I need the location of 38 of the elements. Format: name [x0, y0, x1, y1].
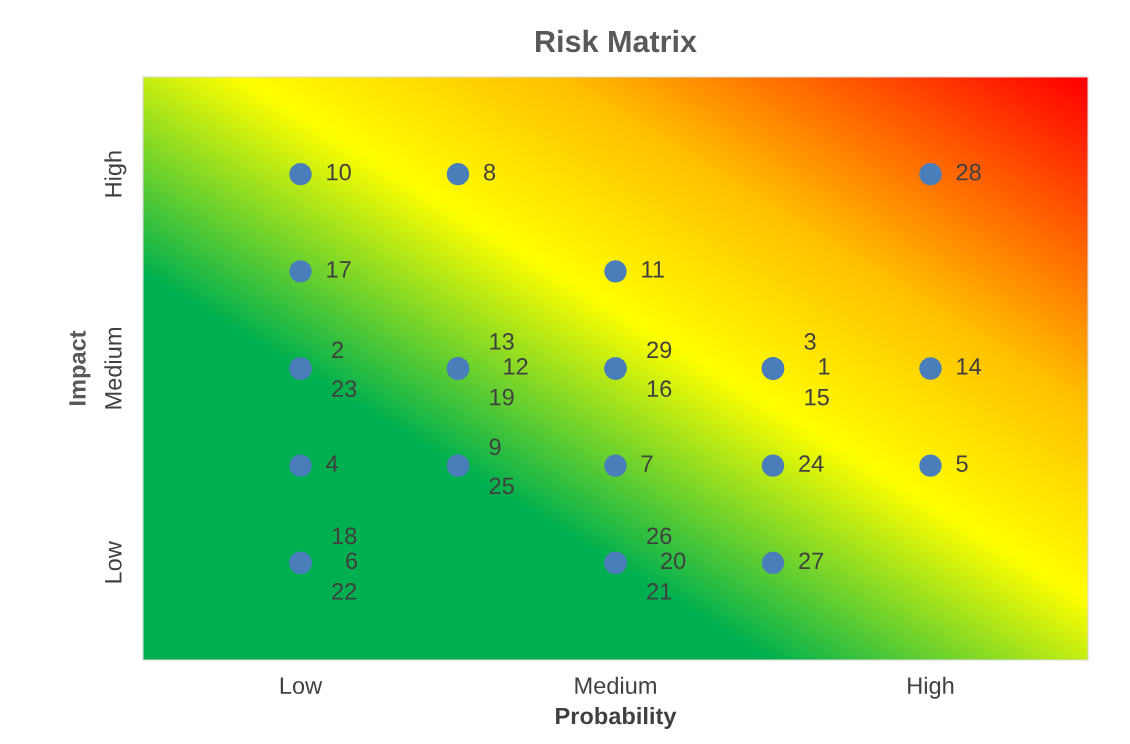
chart-title: Risk Matrix: [536, 29, 697, 53]
x-tick-label: High: [908, 676, 954, 699]
annotation: 28: [956, 163, 981, 181]
annotation: 14: [957, 358, 982, 375]
annotation: 12: [504, 358, 528, 375]
annotation: 1: [819, 358, 830, 375]
annotation: 24: [799, 455, 824, 472]
annotation: 15: [805, 388, 829, 406]
x-tick-label: Medium: [575, 676, 656, 695]
annotation: 5: [956, 455, 968, 472]
annotation: 27: [799, 552, 824, 569]
category-label: Low: [105, 541, 122, 583]
annotation: 10: [327, 163, 351, 181]
annotation: 16: [647, 380, 672, 398]
annotation: 11: [642, 261, 664, 278]
annotation: 7: [641, 455, 653, 472]
x-tick-label: Low: [280, 677, 323, 695]
annotation: 21: [647, 583, 672, 600]
annotation: 9: [489, 438, 501, 456]
annotation: 26: [647, 527, 672, 545]
annotation: 25: [489, 477, 514, 495]
annotation: 17: [327, 261, 351, 278]
x-axis-title: Probability: [556, 707, 677, 730]
annotation: 29: [647, 341, 672, 359]
category-label: High: [104, 151, 127, 197]
category-label: Medium: [104, 328, 122, 409]
annotation: 2: [332, 341, 343, 358]
annotation: 4: [326, 455, 338, 472]
annotation: 8: [484, 163, 496, 181]
annotation: 6: [346, 552, 358, 570]
annotation: 19: [490, 388, 514, 406]
annotation: 18: [332, 527, 357, 545]
annotation: 23: [332, 380, 357, 398]
annotation: 20: [661, 552, 686, 570]
annotation: 13: [490, 333, 514, 350]
annotation: 3: [804, 333, 816, 350]
y-axis-title: Impact: [69, 330, 91, 405]
annotation: 22: [332, 583, 357, 600]
